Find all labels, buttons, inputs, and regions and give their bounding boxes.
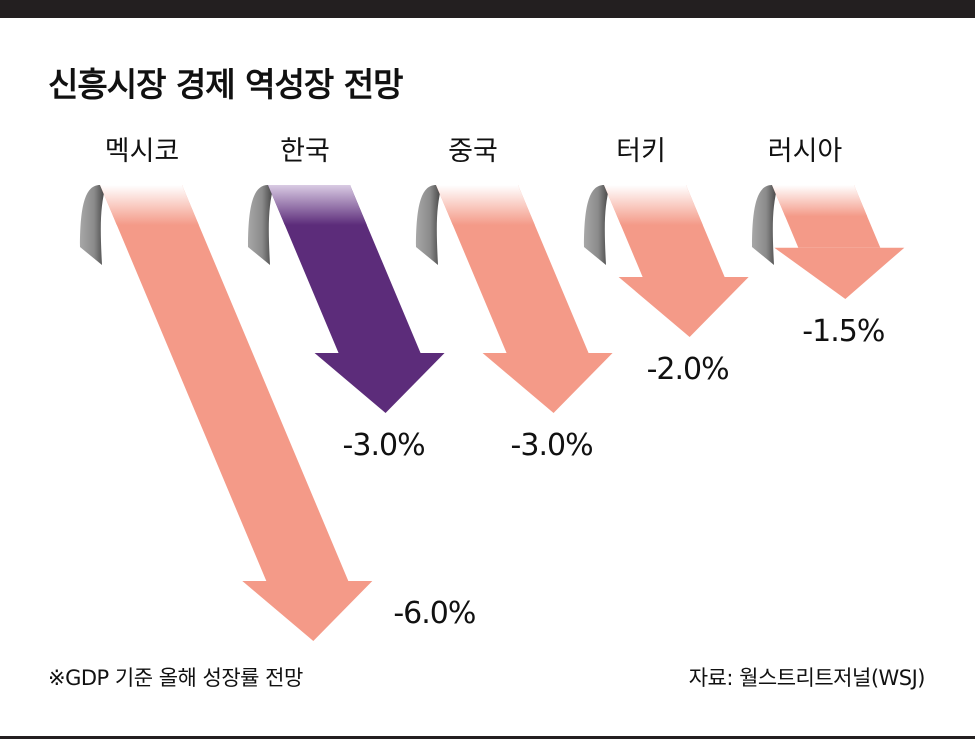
- value-label: -6.0%: [393, 596, 475, 631]
- value-label: -3.0%: [343, 428, 425, 463]
- arrow-fade: [772, 185, 868, 217]
- value-label: -1.5%: [802, 314, 884, 349]
- category-label: 터키: [616, 136, 666, 167]
- arrow-head: [314, 353, 445, 413]
- arrow-fade: [436, 185, 535, 225]
- arrow-fade: [268, 185, 367, 225]
- footnote: ※GDP 기준 올해 성장률 전망: [48, 666, 303, 690]
- arrow-curl: [80, 185, 106, 265]
- arrow-head: [618, 277, 749, 337]
- category-label: 멕시코: [105, 136, 180, 167]
- arrow-curl: [416, 185, 442, 265]
- arrow-shaft: [436, 185, 589, 353]
- value-label: -2.0%: [647, 352, 729, 387]
- arrow-curl: [752, 185, 778, 265]
- arrow-curl: [584, 185, 610, 265]
- arrow-head: [482, 353, 613, 413]
- category-label: 러시아: [768, 136, 843, 167]
- source-credit: 자료: 월스트리트저널(WSJ): [688, 666, 926, 690]
- arrow-curl: [248, 185, 274, 265]
- category-label: 중국: [448, 136, 498, 167]
- arrow-fade: [604, 185, 703, 225]
- value-label: -3.0%: [511, 428, 593, 463]
- arrow-fade: [100, 185, 199, 225]
- top-rule: [0, 0, 975, 18]
- arrow-head: [242, 581, 373, 641]
- chart-title: 신흥시장 경제 역성장 전망: [48, 65, 403, 104]
- category-label: 한국: [280, 136, 330, 167]
- arrow-head: [774, 247, 905, 299]
- arrow-shaft: [100, 185, 349, 581]
- bottom-rule: [0, 736, 975, 739]
- arrow-shaft: [268, 185, 421, 353]
